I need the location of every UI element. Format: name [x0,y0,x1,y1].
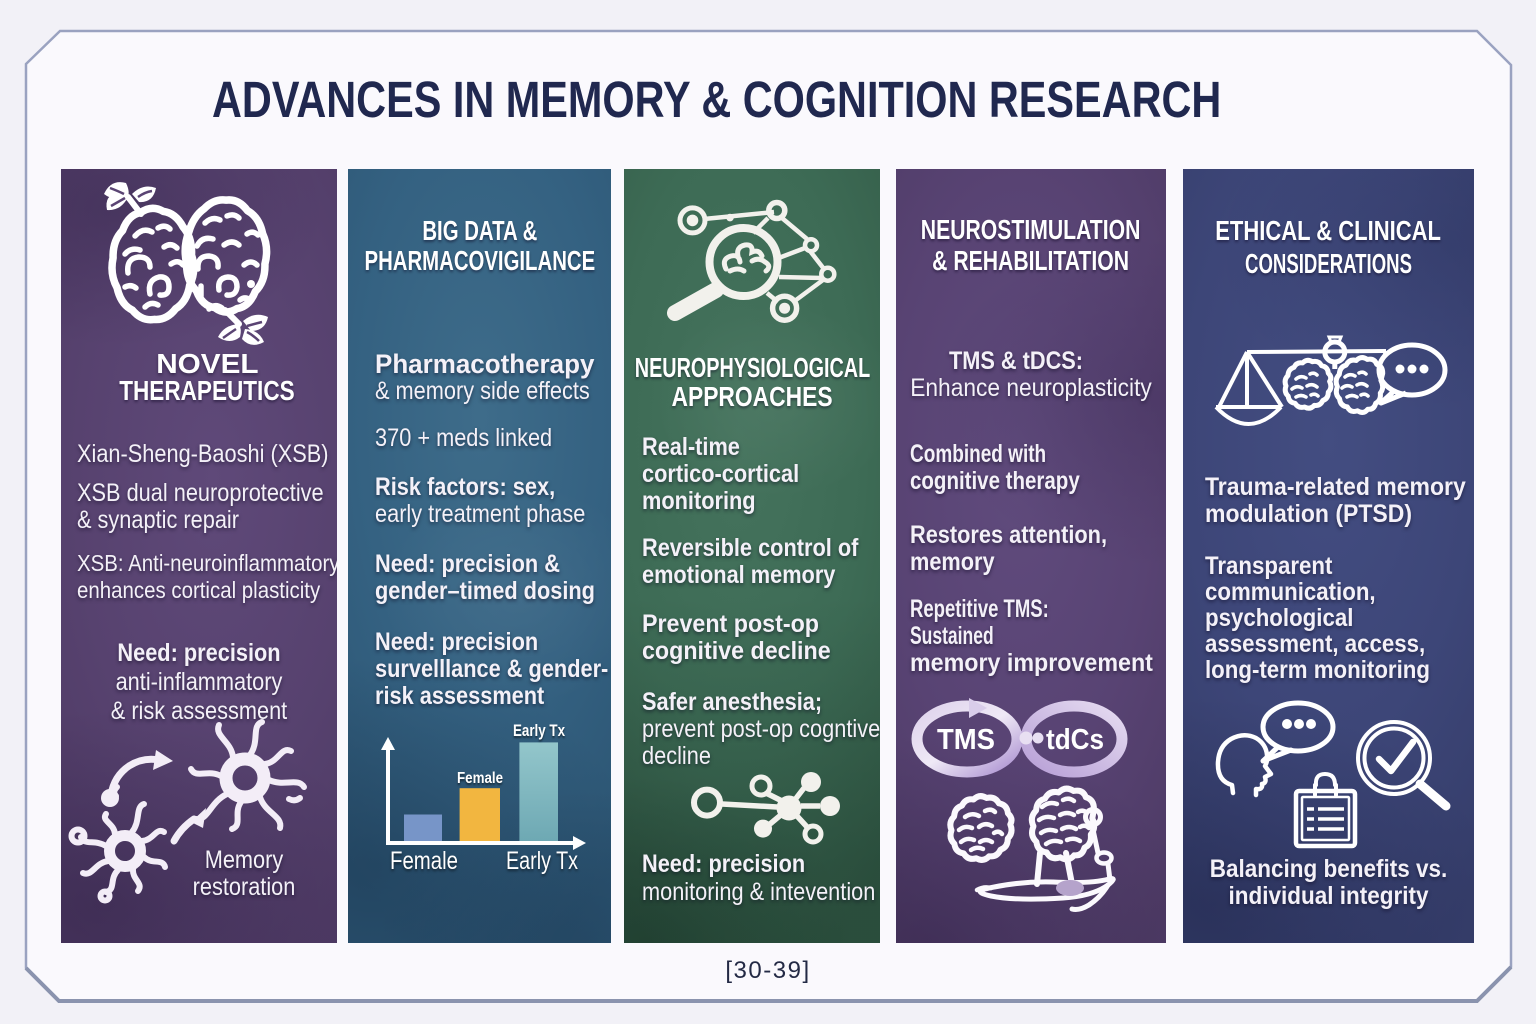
svg-text:tdCs: tdCs [1046,724,1104,756]
svg-text:Early Tx: Early Tx [506,847,578,875]
svg-text:TMS: TMS [937,724,995,756]
svg-text:Female: Female [390,847,458,875]
svg-text:Early Tx: Early Tx [513,721,565,740]
svg-text:Female: Female [457,770,503,787]
